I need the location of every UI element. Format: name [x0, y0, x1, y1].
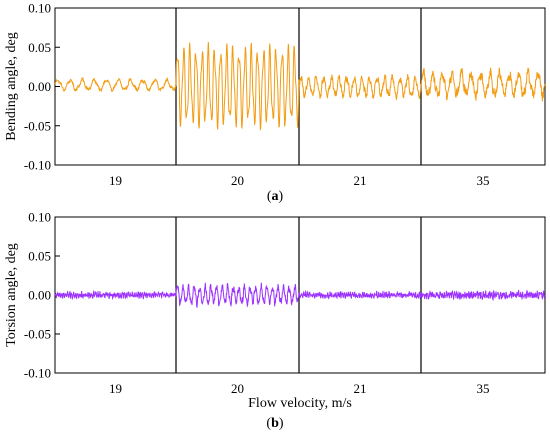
panel-a-y-ticks: 0.10 0.05 0.00 -0.05 -0.10 [24, 1, 60, 173]
y-tick-label: 0.05 [28, 40, 51, 55]
panel-a-frame [54, 7, 546, 166]
panel-b-torsion-chart: 0.10 0.05 0.00 -0.05 -0.10 19 20 21 35 Torsion … [4, 210, 546, 411]
x-category-label: 35 [477, 381, 490, 396]
panel-a-x-labels: 19 20 21 35 [109, 173, 490, 188]
panel-a-y-axis-label: Bending angle, deg [4, 32, 19, 140]
panel-a-caption: (a) [267, 189, 284, 204]
panel-b-y-axis-label: Torsion angle, deg [4, 243, 19, 347]
y-tick-label: -0.10 [24, 366, 51, 381]
x-category-label: 21 [354, 173, 367, 188]
panel-b-caption: (b) [266, 416, 283, 431]
x-category-label: 20 [231, 381, 244, 396]
y-tick-label: 0.00 [28, 288, 51, 303]
panel-b-y-ticks: 0.10 0.05 0.00 -0.05 -0.10 [24, 210, 60, 381]
panel-b-x-axis-label: Flow velocity, m/s [248, 396, 352, 411]
y-tick-label: 0.00 [28, 79, 51, 94]
panel-b-x-labels: 19 20 21 35 [109, 381, 490, 396]
y-tick-label: -0.05 [24, 118, 51, 133]
y-tick-label: 0.10 [28, 210, 51, 225]
panel-b-torsion-series-line [54, 282, 546, 308]
panel-b-caption-letter: b [271, 416, 279, 431]
y-tick-label: 0.10 [28, 1, 51, 16]
panel-a-bending-series-line [54, 41, 546, 131]
x-category-label: 19 [109, 173, 122, 188]
y-tick-label: -0.10 [24, 158, 51, 173]
y-tick-label: -0.05 [24, 327, 51, 342]
x-category-label: 20 [231, 173, 244, 188]
x-category-label: 35 [477, 173, 490, 188]
x-category-label: 19 [109, 381, 122, 396]
x-category-label: 21 [354, 381, 367, 396]
panel-a-caption-letter: a [272, 189, 279, 204]
y-tick-label: 0.05 [28, 249, 51, 264]
panel-a-bending-chart: 0.10 0.05 0.00 -0.05 -0.10 19 20 21 35 Bending … [4, 1, 546, 188]
